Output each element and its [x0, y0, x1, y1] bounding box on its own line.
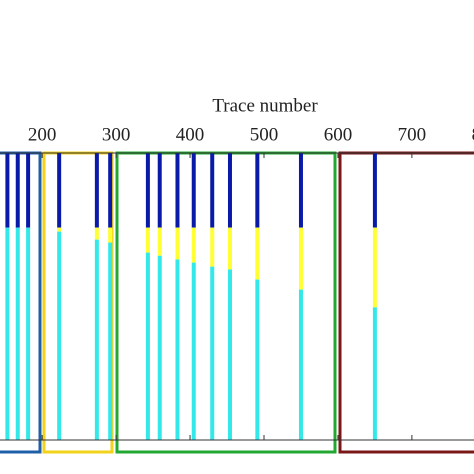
group-boxes	[0, 151, 474, 454]
bar-segment	[372, 153, 377, 228]
bar-segment	[5, 227, 10, 440]
bar-segment	[191, 153, 196, 228]
bar-segment	[298, 289, 303, 440]
bar-segment	[157, 255, 162, 440]
bar-segment	[57, 227, 62, 232]
bar-segment	[94, 239, 99, 440]
bar-segment	[5, 153, 10, 228]
bar-segment	[108, 242, 113, 440]
bar-segment	[157, 227, 162, 256]
x-tick-label: 600	[324, 124, 353, 145]
x-tick-label: 400	[176, 124, 205, 145]
bar-segment	[175, 227, 180, 260]
bar-segment	[298, 227, 303, 290]
x-tick-label: 800	[472, 124, 474, 145]
bar-segment	[210, 266, 215, 440]
bar-segment	[227, 153, 232, 228]
bar-segment	[255, 153, 260, 228]
bar-segment	[15, 227, 20, 440]
bar-segment	[15, 153, 20, 228]
group-box	[338, 151, 474, 454]
x-tick-label: 700	[398, 124, 427, 145]
bar-segment	[94, 153, 99, 228]
bar-segment	[145, 252, 150, 440]
group-box	[42, 151, 114, 454]
bar-segment	[255, 279, 260, 440]
bar-segment	[94, 227, 99, 240]
x-tick-label: 500	[250, 124, 279, 145]
bar-segment	[157, 153, 162, 228]
bar-segment	[145, 153, 150, 228]
bar-segment	[145, 227, 150, 253]
bar-segment	[372, 307, 377, 440]
bar-segment	[227, 269, 232, 440]
bar-segment	[191, 227, 196, 263]
bar-segment	[210, 227, 215, 267]
x-tick-label: 200	[28, 124, 57, 145]
bar-segment	[227, 227, 232, 270]
bar-segment	[26, 227, 31, 440]
bar-segment	[26, 153, 31, 228]
bar-segment	[298, 153, 303, 228]
bar-segment	[191, 262, 196, 440]
bar-segment	[57, 231, 62, 440]
bar-segment	[372, 227, 377, 308]
x-tick-label: 300	[102, 124, 131, 145]
bar-segment	[175, 153, 180, 228]
bar-segment	[57, 153, 62, 228]
bar-segment	[108, 153, 113, 228]
bar-segment	[210, 153, 215, 228]
bar-segment	[175, 259, 180, 440]
bar-segment	[255, 227, 260, 280]
x-axis-label: Trace number	[212, 95, 318, 116]
bar-segment	[108, 227, 113, 243]
